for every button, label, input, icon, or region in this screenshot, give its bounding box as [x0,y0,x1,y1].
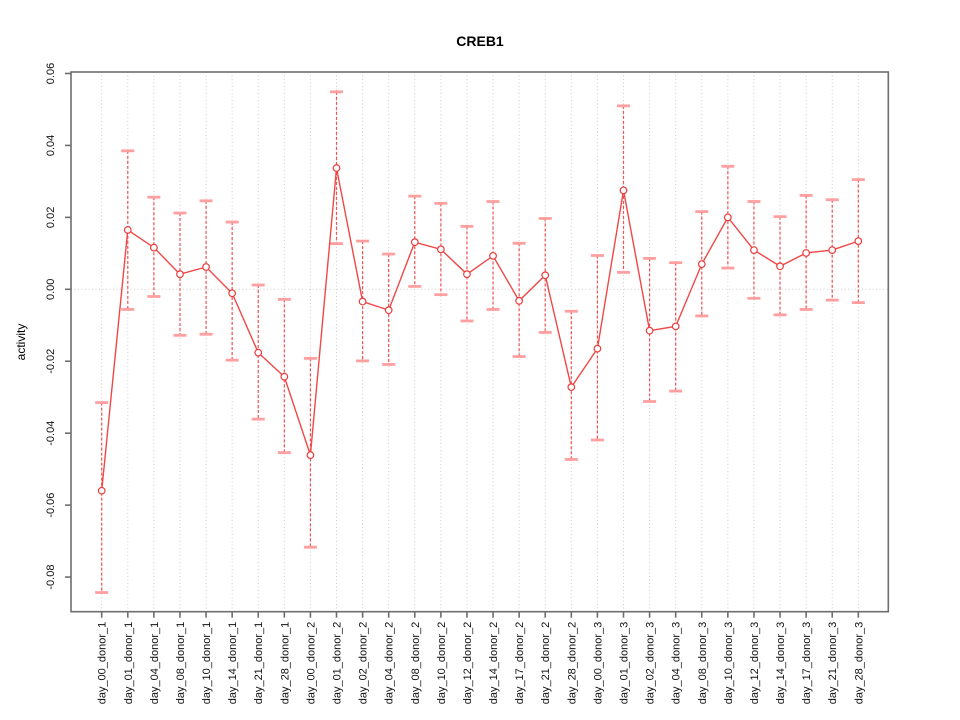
data-point [645,326,654,335]
data-point [410,238,419,247]
plot-box [70,71,890,613]
x-tick-label: day_01_donor_3 [619,622,631,705]
data-point [332,164,341,172]
data-point [802,249,811,257]
data-point [463,270,471,279]
data-point [384,306,393,315]
data-point [750,246,758,254]
data-point [776,262,784,271]
error-bars [95,90,865,594]
data-point [228,289,237,298]
data-point [280,372,289,381]
x-tick-label: day_10_donor_1 [201,622,213,705]
data-point [828,246,837,254]
x-tick-label: day_14_donor_2 [488,622,500,705]
x-tick-label: day_17_donor_2 [514,622,526,705]
y-tick-label: -0.04 [45,421,57,446]
x-tick-label: day_14_donor_3 [775,622,787,705]
x-tick-label: day_21_donor_2 [540,622,552,705]
chart-title: CREB1 [456,33,504,49]
data-point [723,213,732,222]
x-tick-label: day_00_donor_1 [97,622,109,705]
data-point [593,344,602,353]
x-tick-label: day_08_donor_3 [697,622,709,705]
x-tick-label: day_08_donor_2 [410,622,422,705]
data-point [619,186,628,195]
data-point [854,237,863,246]
data-point [149,243,158,252]
x-axis: day_00_donor_1 day_01_donor_1 day_04_donor… [97,611,865,705]
x-tick-label: day_10_donor_3 [723,622,735,705]
data-point [541,271,550,280]
x-tick-label: day_28_donor_3 [853,622,865,705]
x-tick-label: day_04_donor_3 [671,622,683,705]
x-tick-label: day_00_donor_3 [592,622,604,705]
data-point [567,383,576,392]
y-tick-label: 0.00 [45,279,57,300]
data-point [697,260,706,269]
x-tick-label: day_14_donor_1 [227,622,239,705]
x-tick-label: day_01_donor_1 [123,622,135,705]
x-tick-label: day_02_donor_3 [645,622,657,705]
data-point [123,226,132,234]
data-point [176,270,184,279]
x-tick-label: day_17_donor_3 [801,622,813,705]
data-point [97,486,106,495]
y-tick-label: -0.02 [45,349,57,374]
data-point [306,451,315,460]
y-tick-label: 0.02 [45,207,57,228]
x-tick-label: day_10_donor_2 [436,622,448,705]
x-tick-label: day_02_donor_2 [358,622,370,705]
data-point [202,263,210,271]
series-line [101,167,859,491]
x-tick-label: day_04_donor_2 [384,622,396,705]
gridlines [71,72,889,612]
data-point [358,297,367,306]
data-points [97,164,863,495]
x-tick-label: day_21_donor_1 [253,622,265,705]
data-point [671,322,680,331]
data-point [436,245,445,254]
data-point [515,296,524,305]
x-tick-label: day_00_donor_2 [305,622,317,705]
x-tick-label: day_12_donor_2 [462,622,474,705]
x-tick-label: day_04_donor_1 [149,622,161,705]
y-tick-label: 0.04 [45,135,57,156]
y-tick-label: -0.06 [45,493,57,518]
data-point [489,251,497,260]
x-tick-label: day_01_donor_2 [332,622,344,705]
x-tick-label: day_08_donor_1 [175,622,187,705]
y-tick-label: -0.08 [45,565,57,590]
data-point [254,348,263,357]
x-tick-label: day_28_donor_1 [279,622,291,705]
y-tick-label: 0.06 [45,63,57,84]
x-tick-label: day_12_donor_3 [749,622,761,705]
x-tick-label: day_28_donor_2 [566,622,578,705]
y-axis: 0.06 0.04 0.02 0.00 -0.02 -0.04 -0.06 -0.08 [45,63,71,590]
x-tick-label: day_21_donor_3 [827,622,839,705]
